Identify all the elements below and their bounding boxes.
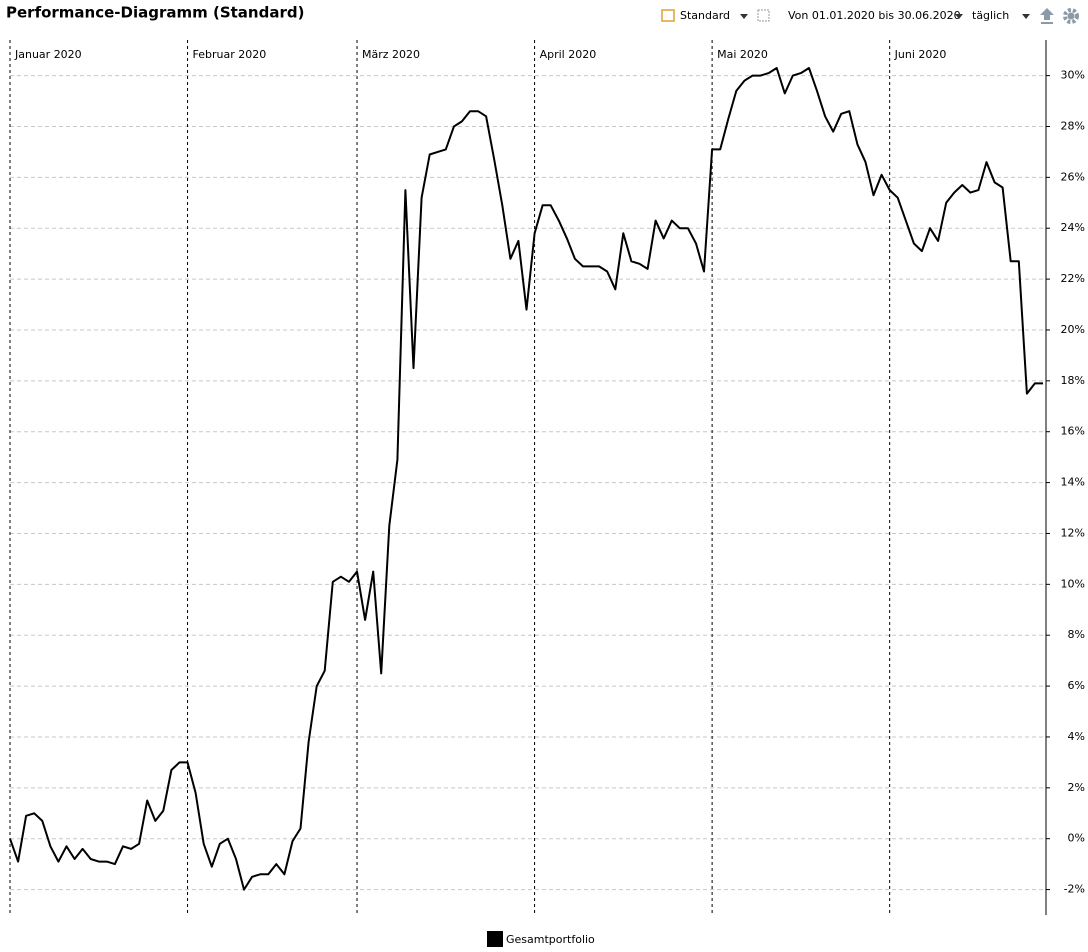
y-tick-label: 28% (1061, 119, 1085, 132)
y-tick-label: 8% (1068, 628, 1085, 641)
y-tick-label: 18% (1061, 374, 1085, 387)
series-line (9, 67, 1043, 891)
settings-icon[interactable] (1063, 8, 1079, 24)
x-tick-label: April 2020 (540, 48, 597, 61)
y-tick-label: 2% (1068, 781, 1085, 794)
chart-title: Performance-Diagramm (Standard) (6, 4, 304, 22)
legend-label: Gesamtportfolio (506, 933, 595, 946)
edit-icon[interactable] (757, 9, 770, 22)
y-tick-label: 4% (1068, 730, 1085, 743)
y-tick-label: 14% (1061, 476, 1085, 489)
y-tick-label: 30% (1061, 69, 1085, 82)
x-tick-label: Februar 2020 (193, 48, 267, 61)
y-tick-label: -2% (1064, 883, 1085, 896)
export-icon[interactable] (1040, 8, 1054, 24)
y-tick-label: 6% (1068, 679, 1085, 692)
x-tick-label: Januar 2020 (14, 48, 82, 61)
view-icon[interactable] (661, 9, 675, 22)
y-tick-label: 12% (1061, 526, 1085, 539)
dropdown-arrow[interactable] (740, 14, 748, 19)
view-select[interactable]: Standard (680, 9, 730, 22)
settings-icon-core[interactable] (1067, 12, 1075, 20)
interval-select[interactable]: täglich (972, 9, 1009, 22)
y-tick-label: 26% (1061, 170, 1085, 183)
dropdown-arrow[interactable] (1022, 14, 1030, 19)
x-tick-label: Juni 2020 (894, 48, 947, 61)
dropdown-arrow[interactable] (955, 14, 963, 19)
x-tick-label: März 2020 (362, 48, 420, 61)
y-tick-label: 22% (1061, 272, 1085, 285)
y-tick-label: 20% (1061, 323, 1085, 336)
legend-swatch (487, 931, 503, 947)
y-tick-label: 24% (1061, 221, 1085, 234)
y-tick-label: 16% (1061, 425, 1085, 438)
x-tick-label: Mai 2020 (717, 48, 768, 61)
date-range[interactable]: Von 01.01.2020 bis 30.06.2020 (788, 9, 961, 22)
y-tick-label: 0% (1068, 832, 1085, 845)
y-tick-label: 10% (1061, 577, 1085, 590)
